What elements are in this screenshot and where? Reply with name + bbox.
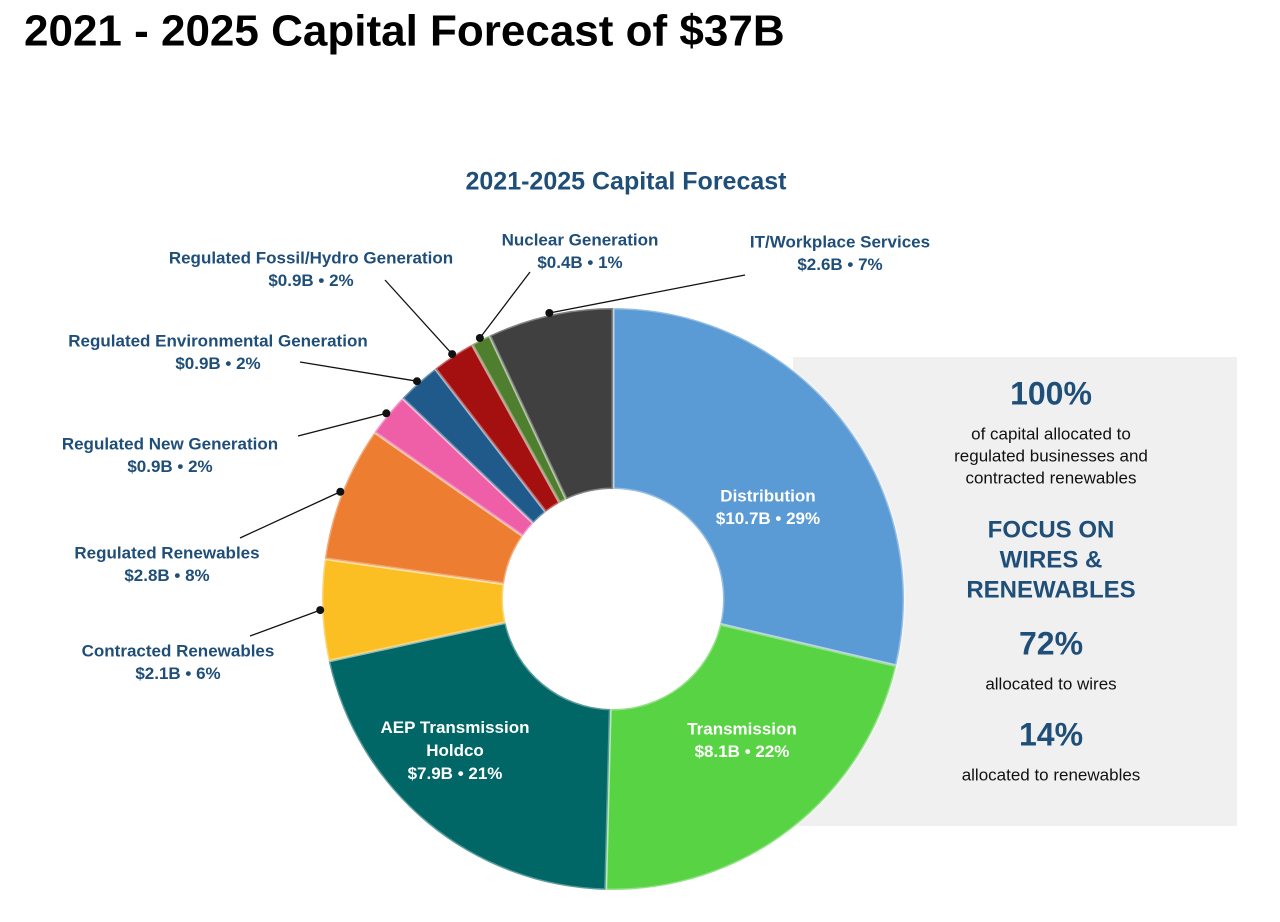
slice-value: $2.8B • 8%: [124, 566, 209, 585]
slice-amount: $7.9B: [408, 764, 453, 783]
leader-line: [249, 609, 321, 637]
slice-value: $0.9B • 2%: [175, 354, 260, 373]
panel-headline: 72%: [1019, 625, 1083, 661]
slice-label: Distribution: [720, 486, 815, 505]
slice-label: Regulated Environmental Generation: [68, 331, 367, 350]
slice-amount: $2.8B: [124, 566, 169, 585]
donut-slice: [487, 306, 615, 502]
slice-label: Contracted Renewables: [82, 641, 275, 660]
slice-share: 22%: [755, 742, 789, 761]
slice-share: 7%: [858, 255, 883, 274]
slice-value: $2.1B • 6%: [135, 664, 220, 683]
panel-text: regulated businesses and: [954, 446, 1148, 465]
donut-slice: [604, 622, 899, 892]
slice-share: 21%: [468, 764, 502, 783]
slice-share: 2%: [188, 457, 213, 476]
donut-slice: [320, 556, 508, 663]
donut-slice: [323, 430, 525, 586]
slice-label: Nuclear Generation: [502, 230, 659, 249]
donut-slice: [611, 306, 906, 668]
leader-dot: [413, 377, 422, 386]
donut-slice: [433, 342, 562, 514]
leader-dot: [382, 409, 391, 418]
donut-slice: [400, 366, 548, 526]
slice-amount: $0.4B: [537, 253, 582, 272]
panel-headline: 14%: [1019, 716, 1083, 752]
panel-text: contracted renewables: [965, 468, 1136, 487]
slice-label: Regulated New Generation: [62, 434, 278, 453]
panel-text: of capital allocated to: [971, 424, 1131, 443]
leader-line: [297, 412, 387, 437]
panel-text: allocated to wires: [985, 674, 1116, 693]
slice-label: Regulated Fossil/Hydro Generation: [169, 248, 453, 267]
panel-text: allocated to renewables: [962, 765, 1141, 784]
slice-share: 29%: [786, 509, 820, 528]
panel-headline: RENEWABLES: [966, 576, 1135, 603]
slice-value: $10.7B • 29%: [716, 509, 820, 528]
slice-label: Regulated Renewables: [74, 543, 259, 562]
leader-dot: [448, 350, 457, 359]
leader-dot: [316, 606, 325, 615]
leader-line: [549, 274, 746, 314]
leader-dot: [475, 333, 484, 342]
slice-amount: $8.1B: [695, 742, 740, 761]
slice-share: 1%: [598, 253, 623, 272]
slice-amount: $2.6B: [797, 255, 842, 274]
leader-line: [479, 271, 531, 339]
slice-value: $0.9B • 2%: [268, 271, 353, 290]
slice-value: $2.6B • 7%: [797, 255, 882, 274]
slice-label: Transmission: [687, 719, 797, 738]
slice-value: $0.9B • 2%: [127, 457, 212, 476]
page-title: 2021 - 2025 Capital Forecast of $37B: [24, 7, 785, 56]
leader-line: [239, 491, 341, 539]
slice-value: $7.9B • 21%: [408, 764, 503, 783]
donut-slice: [326, 620, 612, 892]
slice-value: $0.4B • 1%: [537, 253, 622, 272]
slice-share: 6%: [196, 664, 221, 683]
slice-share: 2%: [329, 271, 354, 290]
leader-dot: [336, 487, 345, 496]
slice-share: 8%: [185, 566, 210, 585]
slice-amount: $0.9B: [175, 354, 220, 373]
donut-hole: [504, 490, 722, 708]
panel-headline: 100%: [1010, 375, 1092, 411]
slice-amount: $2.1B: [135, 664, 180, 683]
panel-headline: WIRES &: [1000, 546, 1103, 573]
slice-share: 2%: [236, 354, 261, 373]
slice-amount: $0.9B: [127, 457, 172, 476]
leader-line: [299, 361, 418, 382]
slice-amount: $0.9B: [268, 271, 313, 290]
slice-label: IT/Workplace Services: [750, 232, 930, 251]
slice-label: AEP Transmission Holdco: [381, 718, 530, 760]
slice-amount: $10.7B: [716, 509, 771, 528]
leader-line: [384, 279, 453, 355]
panel-headline: FOCUS ON: [988, 516, 1115, 543]
chart-title: 2021-2025 Capital Forecast: [465, 168, 787, 196]
leader-dot: [545, 308, 554, 317]
slice-value: $8.1B • 22%: [695, 742, 790, 761]
donut-slice: [372, 395, 536, 539]
